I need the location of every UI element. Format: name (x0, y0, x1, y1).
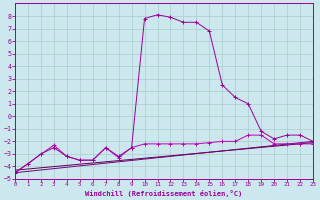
X-axis label: Windchill (Refroidissement éolien,°C): Windchill (Refroidissement éolien,°C) (85, 190, 243, 197)
